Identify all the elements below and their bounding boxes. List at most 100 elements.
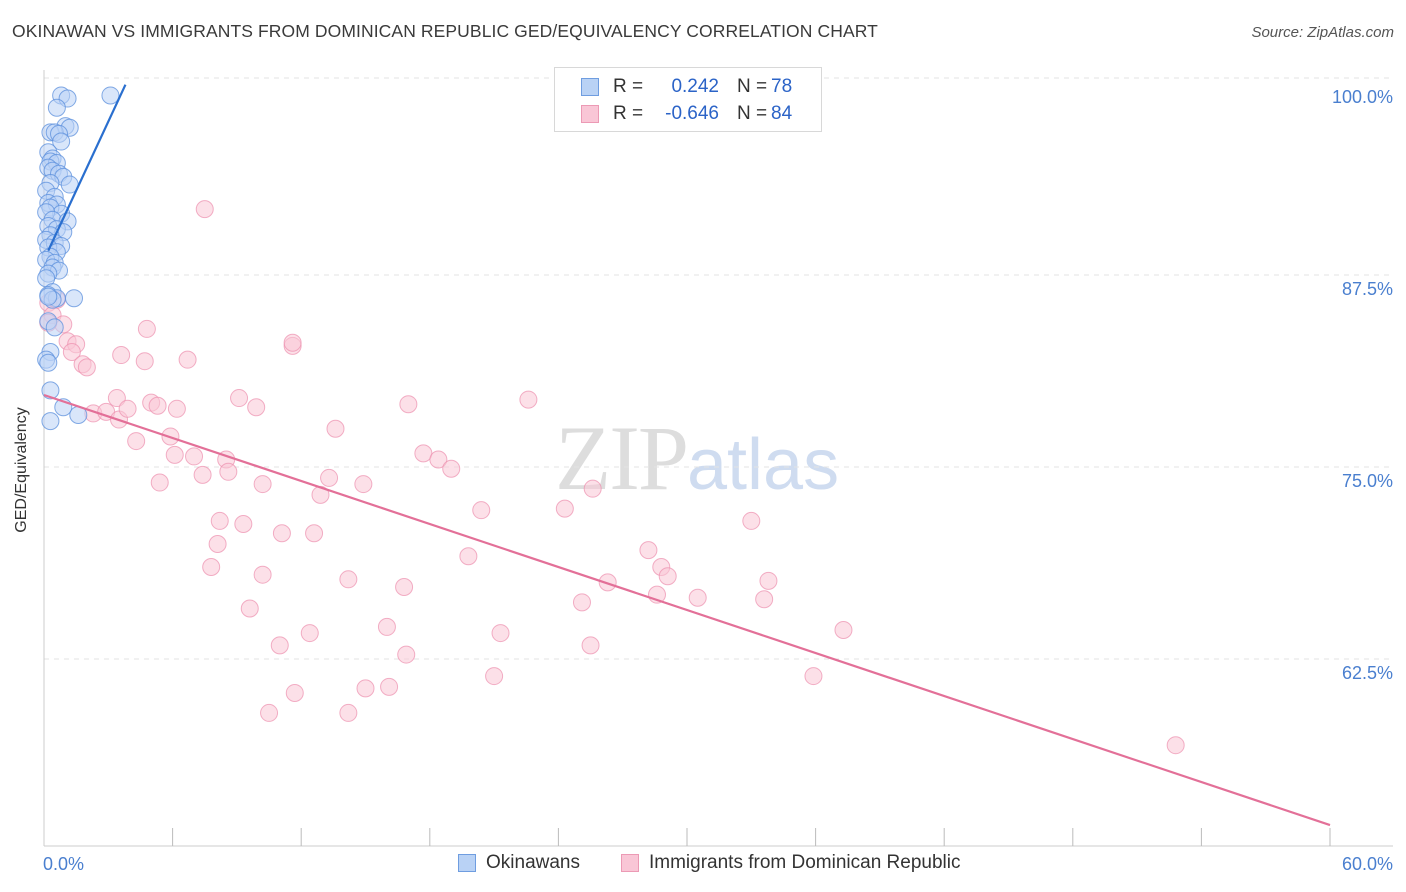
tick-labels: 100.0% 87.5% 75.0% 62.5% 0.0% 60.0%	[43, 87, 1393, 874]
dominican-point	[326, 419, 345, 438]
dominican-point	[148, 396, 167, 415]
dominican-point	[491, 624, 510, 643]
dominican-point	[150, 473, 169, 492]
okinawan-trend-line	[47, 84, 127, 252]
dominican-point	[77, 358, 96, 377]
dominican-point	[185, 447, 204, 466]
dominican-point	[804, 667, 823, 686]
watermark-zip: ZIP	[555, 407, 689, 509]
okinawan-points	[37, 86, 120, 431]
dominican-point	[127, 432, 146, 451]
legend-item-okinawans[interactable]: Okinawans	[458, 852, 580, 874]
dominican-point	[380, 677, 399, 696]
dominican-point	[555, 499, 574, 518]
dominican-point	[339, 703, 358, 722]
legend-r-label: R =	[613, 103, 644, 124]
dominican-point	[240, 599, 259, 618]
dominican-point	[356, 679, 375, 698]
dominican-point	[485, 667, 504, 686]
dominican-point	[834, 620, 853, 639]
watermark: ZIPatlas	[555, 405, 839, 511]
dominican-point	[230, 389, 249, 408]
dominican-point	[178, 350, 197, 369]
dominican-point	[755, 590, 774, 609]
dominican-point	[285, 683, 304, 702]
dominican-point	[759, 571, 778, 590]
okinawan-point	[52, 132, 71, 151]
dominican-point	[459, 547, 478, 566]
legend-swatch-dominican	[581, 105, 599, 123]
dominican-point	[112, 346, 131, 365]
dominican-point	[397, 645, 416, 664]
dominican-point	[165, 445, 184, 464]
okinawan-point	[41, 412, 60, 431]
correlation-legend: R = 0.242 N = 78 R = -0.646 N = 84	[554, 67, 822, 132]
okinawan-point	[45, 318, 64, 337]
dominican-point	[472, 501, 491, 520]
y-tick-label: 87.5%	[1342, 279, 1393, 299]
y-tick-label: 62.5%	[1342, 663, 1393, 683]
y-tick-label: 75.0%	[1342, 471, 1393, 491]
okinawan-point	[47, 98, 66, 117]
dominican-point	[320, 468, 339, 487]
dominican-point	[354, 475, 373, 494]
dominican-point	[193, 465, 212, 484]
dominican-point	[272, 524, 291, 543]
dominican-point	[742, 511, 761, 530]
dominican-point	[210, 511, 229, 530]
legend-swatch-dominican	[621, 854, 639, 872]
legend-n-value: 84	[771, 103, 793, 124]
dominican-point	[247, 398, 266, 417]
dominican-point	[581, 636, 600, 655]
dominican-point	[305, 524, 324, 543]
dominican-point	[572, 593, 591, 612]
dominican-point	[688, 588, 707, 607]
dominican-point	[118, 399, 137, 418]
legend-r-label: R =	[613, 76, 644, 97]
series-legend: Okinawans Immigrants from Dominican Repu…	[0, 852, 1406, 876]
dominican-point	[135, 352, 154, 371]
legend-r-value: 0.242	[671, 76, 719, 97]
dominican-point	[137, 319, 156, 338]
dominican-point	[195, 200, 214, 219]
dominican-point	[639, 541, 658, 560]
dominican-point	[658, 567, 677, 586]
dominican-point	[399, 395, 418, 414]
x-tick-label: 60.0%	[1342, 854, 1393, 874]
okinawan-point	[39, 353, 58, 372]
source-credit: Source: ZipAtlas.com	[1251, 24, 1394, 41]
chart-title: OKINAWAN VS IMMIGRANTS FROM DOMINICAN RE…	[12, 21, 878, 41]
legend-row-okinawans: R = 0.242 N = 78	[581, 74, 792, 100]
dominican-point	[270, 636, 289, 655]
dominican-point	[167, 399, 186, 418]
dominican-point	[339, 570, 358, 589]
okinawan-point	[101, 86, 120, 105]
legend-row-dominican: R = -0.646 N = 84	[581, 101, 792, 127]
dominican-point	[583, 479, 602, 498]
axes	[43, 70, 1393, 847]
dominican-point	[429, 450, 448, 469]
dominican-point	[1166, 736, 1185, 755]
dominican-point	[253, 475, 272, 494]
legend-n-value: 78	[771, 76, 793, 97]
okinawans-points	[39, 200, 1185, 755]
legend-n-label: N =	[737, 103, 768, 124]
legend-r-value: -0.646	[665, 103, 719, 124]
dominican-point	[234, 515, 253, 534]
x-tick-label: 0.0%	[43, 854, 84, 874]
dominican-point	[208, 534, 227, 553]
watermark-atlas: atlas	[687, 425, 840, 505]
trend-lines	[43, 84, 1331, 827]
dominican-point	[107, 389, 126, 408]
dominican-point	[62, 342, 81, 361]
dominican-point	[202, 558, 221, 577]
dominican-trend-line	[43, 393, 1331, 827]
dominican-point	[395, 577, 414, 596]
dominican-point	[519, 390, 538, 409]
dominican-point	[253, 565, 272, 584]
legend-swatch-okinawans	[458, 854, 476, 872]
legend-item-dominican[interactable]: Immigrants from Dominican Republic	[621, 852, 961, 874]
dominican-point	[442, 459, 461, 478]
okinawan-point	[65, 289, 84, 308]
